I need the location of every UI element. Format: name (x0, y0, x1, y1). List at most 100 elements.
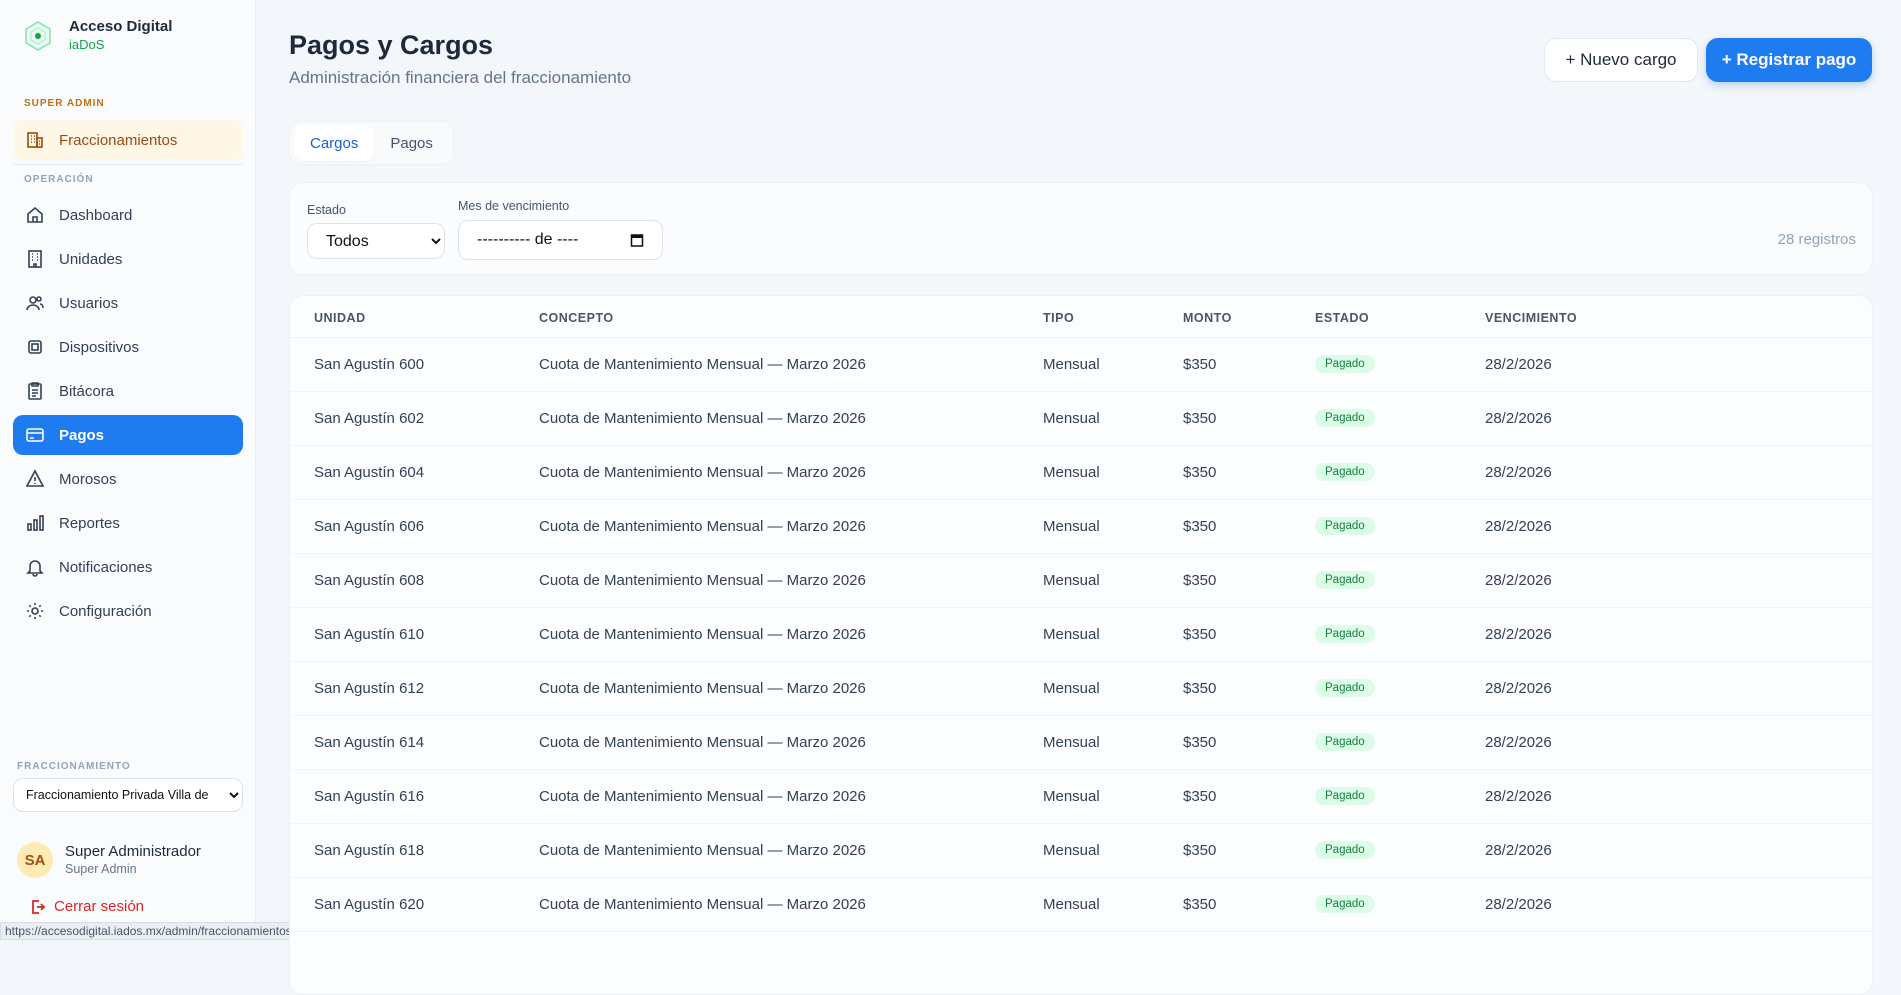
cell-monto: $350 (1183, 788, 1216, 805)
charges-table: UNIDAD CONCEPTO TIPO MONTO ESTADO VENCIM… (289, 295, 1873, 995)
cell-vencimiento: 28/2/2026 (1485, 356, 1552, 373)
sidebar-item-fraccionamientos[interactable]: Fraccionamientos (13, 120, 243, 160)
cell-unidad: San Agustín 610 (314, 626, 424, 643)
user-role: Super Admin (65, 862, 137, 876)
sidebar-item-reportes[interactable]: Reportes (13, 503, 243, 543)
sidebar-item-usuarios[interactable]: Usuarios (13, 283, 243, 323)
cell-unidad: San Agustín 604 (314, 464, 424, 481)
status-badge: Pagado (1315, 625, 1375, 643)
logo-icon (22, 20, 54, 52)
cell-monto: $350 (1183, 410, 1216, 427)
cell-vencimiento: 28/2/2026 (1485, 680, 1552, 697)
sidebar-item-label: Pagos (59, 427, 104, 444)
header-monto: MONTO (1183, 311, 1232, 325)
cell-vencimiento: 28/2/2026 (1485, 518, 1552, 535)
cell-concepto: Cuota de Mantenimiento Mensual — Marzo 2… (539, 464, 866, 481)
estado-select[interactable]: Todos (307, 223, 445, 259)
sidebar-item-pagos[interactable]: Pagos (13, 415, 243, 455)
cell-tipo: Mensual (1043, 518, 1100, 535)
cell-concepto: Cuota de Mantenimiento Mensual — Marzo 2… (539, 896, 866, 913)
sidebar-item-dispositivos[interactable]: Dispositivos (13, 327, 243, 367)
main-content: Pagos y Cargos Administración financiera… (256, 0, 1901, 940)
status-badge: Pagado (1315, 571, 1375, 589)
cell-tipo: Mensual (1043, 356, 1100, 373)
cell-unidad: San Agustín 608 (314, 572, 424, 589)
home-icon (25, 205, 45, 225)
cell-tipo: Mensual (1043, 464, 1100, 481)
tab-cargos[interactable]: Cargos (294, 125, 374, 161)
table-row[interactable]: San Agustín 618 Cuota de Mantenimiento Me… (290, 824, 1872, 878)
sidebar-item-label: Fraccionamientos (59, 132, 177, 149)
cell-tipo: Mensual (1043, 680, 1100, 697)
status-badge: Pagado (1315, 409, 1375, 427)
page-subtitle: Administración financiera del fraccionam… (289, 68, 631, 88)
new-charge-button[interactable]: + Nuevo cargo (1544, 38, 1698, 82)
status-badge: Pagado (1315, 841, 1375, 859)
cell-monto: $350 (1183, 572, 1216, 589)
logout-button[interactable]: Cerrar sesión (30, 898, 144, 915)
status-badge: Pagado (1315, 733, 1375, 751)
cell-vencimiento: 28/2/2026 (1485, 896, 1552, 913)
divider (13, 164, 243, 165)
mes-date-input[interactable]: ---------- de ---- (458, 220, 663, 260)
cell-unidad: San Agustín 616 (314, 788, 424, 805)
records-count: 28 registros (1778, 231, 1856, 248)
sidebar-item-label: Reportes (59, 515, 120, 532)
header-concepto: CONCEPTO (539, 311, 614, 325)
cell-monto: $350 (1183, 518, 1216, 535)
header-vencimiento: VENCIMIENTO (1485, 311, 1577, 325)
sidebar-item-bitacora[interactable]: Bitácora (13, 371, 243, 411)
cell-unidad: San Agustín 600 (314, 356, 424, 373)
table-body: San Agustín 600 Cuota de Mantenimiento Me… (290, 338, 1872, 932)
sidebar-item-morosos[interactable]: Morosos (13, 459, 243, 499)
sidebar-item-configuracion[interactable]: Configuración (13, 591, 243, 631)
sidebar-item-label: Morosos (59, 471, 117, 488)
cell-vencimiento: 28/2/2026 (1485, 464, 1552, 481)
sidebar-item-dashboard[interactable]: Dashboard (13, 195, 243, 235)
building-icon (25, 249, 45, 269)
header-unidad: UNIDAD (314, 311, 366, 325)
cell-monto: $350 (1183, 896, 1216, 913)
logout-icon (30, 899, 46, 915)
cell-concepto: Cuota de Mantenimiento Mensual — Marzo 2… (539, 842, 866, 859)
warning-icon (25, 469, 45, 489)
cell-concepto: Cuota de Mantenimiento Mensual — Marzo 2… (539, 734, 866, 751)
cell-unidad: San Agustín 618 (314, 842, 424, 859)
user-name: Super Administrador (65, 843, 201, 860)
estado-label: Estado (307, 203, 346, 217)
avatar: SA (17, 842, 53, 878)
register-payment-button[interactable]: + Registrar pago (1706, 38, 1872, 82)
gear-icon (25, 601, 45, 621)
cell-unidad: San Agustín 612 (314, 680, 424, 697)
calendar-icon[interactable] (630, 233, 644, 247)
sidebar-item-label: Dispositivos (59, 339, 139, 356)
table-row[interactable]: San Agustín 604 Cuota de Mantenimiento Me… (290, 446, 1872, 500)
header-tipo: TIPO (1043, 311, 1074, 325)
sidebar-item-label: Usuarios (59, 295, 118, 312)
sidebar-item-notificaciones[interactable]: Notificaciones (13, 547, 243, 587)
status-badge: Pagado (1315, 355, 1375, 373)
cell-monto: $350 (1183, 356, 1216, 373)
table-row[interactable]: San Agustín 616 Cuota de Mantenimiento Me… (290, 770, 1872, 824)
sidebar: Acceso Digital iaDoS SUPER ADMIN Fraccio… (0, 0, 256, 940)
logout-label: Cerrar sesión (54, 898, 144, 915)
cell-tipo: Mensual (1043, 410, 1100, 427)
sidebar-item-label: Dashboard (59, 207, 132, 224)
users-icon (25, 293, 45, 313)
cell-monto: $350 (1183, 734, 1216, 751)
sidebar-item-label: Notificaciones (59, 559, 152, 576)
mes-label: Mes de vencimiento (458, 199, 569, 213)
fraccionamiento-select[interactable]: Fraccionamiento Privada Villa de (13, 778, 243, 812)
tab-pagos[interactable]: Pagos (374, 125, 449, 161)
bar-chart-icon (25, 513, 45, 533)
sidebar-item-unidades[interactable]: Unidades (13, 239, 243, 279)
cell-concepto: Cuota de Mantenimiento Mensual — Marzo 2… (539, 788, 866, 805)
